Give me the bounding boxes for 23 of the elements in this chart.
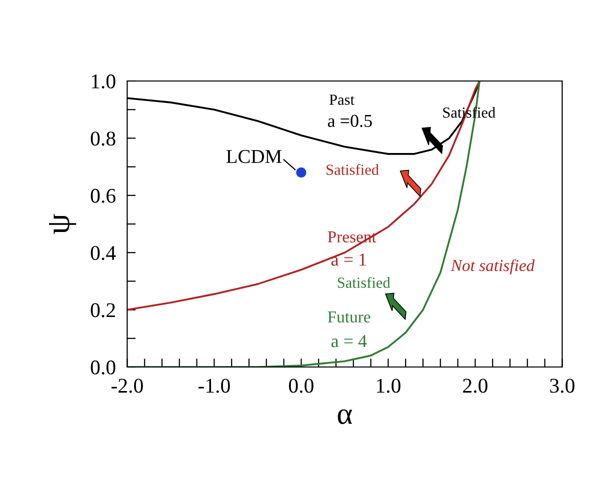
x-tick-label: -1.0 [198,378,230,393]
annotation: Satisfied [338,276,390,288]
x-tick-label: -2.0 [111,378,143,393]
x-tick-label: 0.0 [288,378,314,393]
y-axis-title: ψ [49,214,76,234]
y-tick-label: 1.0 [92,74,116,89]
annotation: a = 4 [331,335,367,348]
annotation: LCDM [226,150,282,164]
y-tick-label: 0.4 [90,246,116,260]
y-tick-label: 0.8 [90,132,116,146]
x-axis-title: α [338,409,352,424]
annotation: Future [328,311,370,323]
y-tick-label: 0.0 [90,360,116,375]
x-tick-label: 1.0 [377,378,400,393]
annotation: a =0.5 [328,114,372,128]
y-tick-label: 0.2 [90,303,115,318]
annotation: a = 1 [331,254,366,266]
x-tick-label: 2.0 [463,378,488,393]
annotation: Past [329,94,354,105]
x-tick-label: 3.0 [550,378,574,393]
annotation: Satisfied [326,164,379,175]
annotation: Not satisfied [450,259,535,275]
y-tick-label: 0.6 [90,188,116,203]
